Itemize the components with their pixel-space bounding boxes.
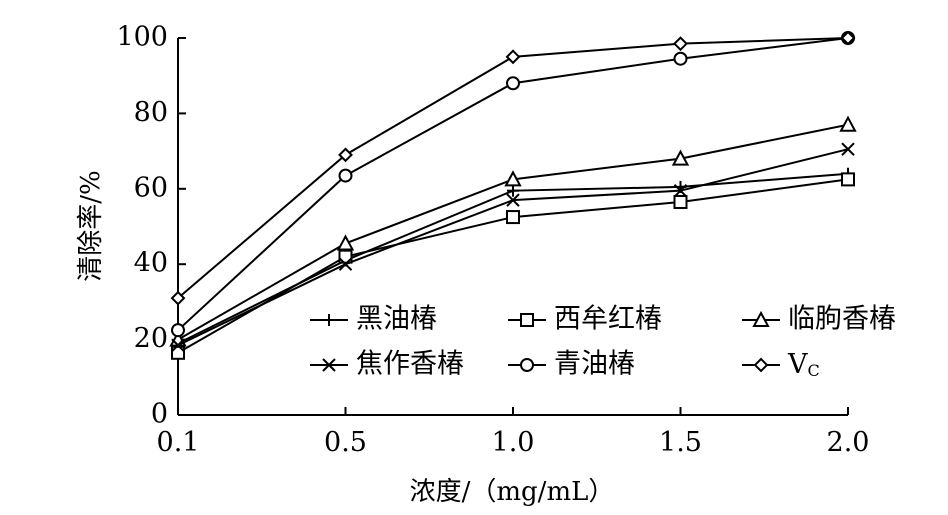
- legend-item: 黑油椿: [310, 304, 437, 335]
- x-tick-label: 1.0: [492, 427, 535, 458]
- y-tick-label: 40: [134, 248, 168, 279]
- data-point: [336, 234, 355, 251]
- data-point: [507, 184, 519, 197]
- data-point: [171, 345, 185, 360]
- legend-label: 西牟红椿: [554, 304, 662, 335]
- y-axis-label: 清除率/%: [76, 170, 106, 281]
- data-point: [673, 194, 688, 209]
- data-point: [504, 170, 522, 187]
- data-point: [505, 49, 521, 65]
- data-point: [338, 168, 353, 183]
- data-point: [673, 36, 688, 52]
- legend-label: 焦作香椿: [356, 349, 464, 380]
- legend-swatch-marker: [322, 358, 336, 372]
- legend-label: 青油椿: [554, 349, 635, 380]
- data-point: [506, 76, 520, 91]
- data-point: [673, 51, 688, 66]
- x-tick-label: 2.0: [827, 427, 870, 458]
- legend-item: 西牟红椿: [508, 304, 662, 335]
- data-point: [170, 290, 186, 306]
- data-point: [338, 147, 353, 163]
- y-tick-label: 60: [134, 172, 168, 203]
- y-tick-label: 0: [151, 399, 168, 430]
- data-point: [171, 338, 185, 352]
- x-axis-label: 浓度/（mg/mL）: [410, 477, 615, 507]
- data-point: [673, 183, 688, 198]
- series-6: [170, 30, 856, 306]
- data-point: [171, 323, 185, 338]
- data-point: [671, 149, 690, 166]
- legend-item: VC: [742, 349, 820, 380]
- data-point: [841, 142, 855, 156]
- series-2: [171, 172, 855, 360]
- legend-swatch-marker: [323, 314, 335, 326]
- plot-area: 0 20 40 60 80 100 0.1 0.5 1.0 1.5 2.0: [116, 22, 869, 459]
- legend-swatch-marker: [520, 313, 534, 327]
- data-point: [839, 115, 857, 132]
- legend-label: VC: [787, 349, 820, 380]
- legend-item: 青油椿: [508, 349, 635, 380]
- data-point: [506, 210, 520, 225]
- data-point: [338, 257, 353, 271]
- legend-label: 临朐香椿: [788, 304, 896, 335]
- x-tick-label: 1.5: [659, 427, 702, 458]
- x-axis-ticks: 0.1 0.5 1.0 1.5 2.0: [157, 407, 870, 458]
- series-4: [171, 142, 855, 352]
- y-tick-label: 80: [134, 97, 168, 128]
- data-point: [506, 193, 520, 207]
- x-tick-label: 0.1: [157, 427, 200, 458]
- y-tick-label: 20: [134, 323, 168, 354]
- series-1: [172, 167, 854, 350]
- data-point: [840, 30, 856, 46]
- data-point: [841, 172, 855, 187]
- legend-swatch-marker: [520, 358, 534, 372]
- y-tick-label: 100: [116, 22, 168, 53]
- legend-item: 临朐香椿: [742, 304, 896, 335]
- legend-item: 焦作香椿: [310, 349, 464, 380]
- series-line: [177, 123, 849, 341]
- series-3: [169, 115, 857, 347]
- series-line: [177, 178, 849, 354]
- data-point: [338, 249, 353, 264]
- x-tick-label: 0.5: [324, 427, 367, 458]
- legend-swatch-marker: [752, 310, 770, 327]
- y-axis-ticks: 0 20 40 60 80 100: [116, 22, 186, 430]
- legend-label: 黑油椿: [356, 304, 437, 335]
- series-layer: [169, 30, 857, 360]
- legend-swatch-marker: [753, 357, 769, 373]
